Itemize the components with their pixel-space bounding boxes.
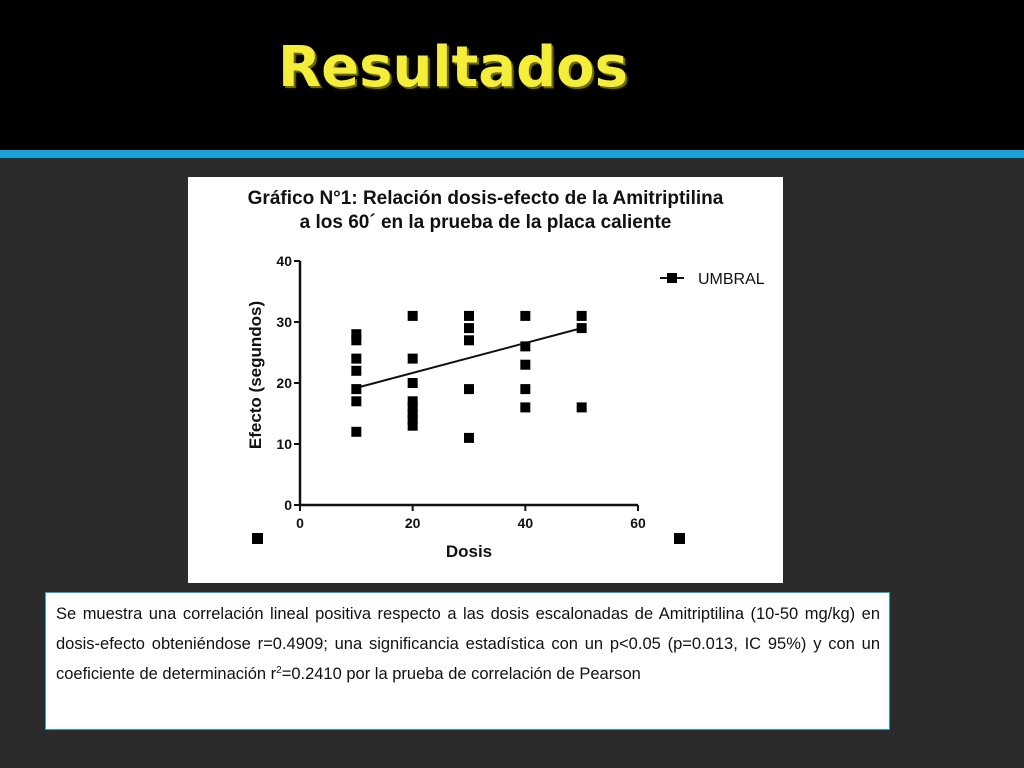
slide-marker-right [674,533,685,544]
data-point [464,384,474,395]
data-point [351,365,362,376]
data-point [576,323,587,334]
x-tick-label: 60 [630,515,646,531]
data-point [407,402,418,413]
data-point [407,396,418,407]
y-axis-label: Efecto (segundos) [246,301,265,449]
data-point [520,341,531,352]
data-point [407,353,418,364]
legend-marker [667,273,677,283]
slide-title: Resultados [278,35,628,100]
chart-title-line2: a los 60´ en la prueba de la placa calie… [299,212,672,233]
data-point [407,414,418,425]
scatter-chart: 0 10 20 30 40 0 20 40 60 Dosis Efecto (segundos) UM… [246,253,765,561]
x-tick-label: 20 [405,515,421,531]
y-tick-label: 10 [276,436,292,452]
data-point [576,310,587,321]
caption-text: Se muestra una correlación lineal positi… [56,605,880,683]
data-point [520,359,531,370]
y-tick-label: 20 [276,375,292,391]
data-point [520,384,531,395]
data-point [351,384,362,395]
data-point [464,323,474,334]
data-point [576,402,587,413]
legend-label: UMBRAL [698,271,765,288]
data-point [520,402,531,413]
data-point [464,335,474,346]
y-tick-label: 40 [276,253,292,269]
title-band [0,0,1024,150]
data-point [464,432,474,443]
x-tick-label: 40 [518,515,534,531]
data-point [464,310,474,321]
data-point [351,353,362,364]
chart-card: 0 10 20 30 40 0 20 40 60 Dosis Efecto (segundos) UM… [188,177,783,583]
data-point [407,378,418,388]
chart-title: Gráfico N°1: Relación dosis-efecto de la… [188,187,783,235]
data-point [407,408,418,419]
regression-line [356,327,582,389]
data-point [351,329,362,340]
x-axis-label: Dosis [446,542,492,561]
accent-divider [0,150,1024,158]
caption-box: Se muestra una correlación lineal positi… [45,592,890,730]
data-point [407,420,418,431]
y-tick-label: 0 [284,497,292,513]
chart-title-line1: Gráfico N°1: Relación dosis-efecto de la… [247,188,724,209]
caption-text-end: =0.2410 por la prueba de correlación de … [281,665,641,683]
data-point [351,396,362,407]
data-point [351,335,362,346]
x-tick-label: 0 [296,515,304,531]
y-tick-label: 30 [276,314,292,330]
slide-marker-left [252,533,263,544]
data-point [520,310,531,321]
data-point [407,310,418,321]
data-point [351,426,362,437]
caption-superscript: 2 [276,665,282,676]
